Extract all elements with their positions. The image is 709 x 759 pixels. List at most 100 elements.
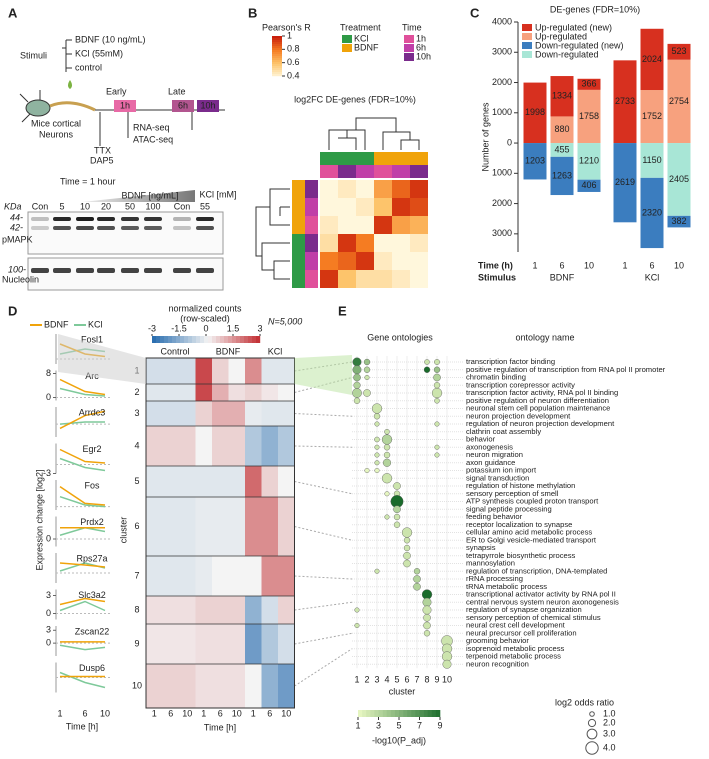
colorbar-step bbox=[240, 336, 245, 343]
colorbar-step bbox=[419, 710, 424, 717]
x-tick-label: 6 bbox=[649, 260, 654, 270]
heat-cell bbox=[261, 426, 279, 466]
bar-segment bbox=[550, 156, 574, 196]
heat-cell bbox=[179, 358, 196, 384]
colorbar-label: 1.5 bbox=[227, 323, 240, 333]
term-name: receptor localization to synapse bbox=[466, 520, 572, 529]
legend-title: Pearson's R bbox=[262, 22, 311, 32]
legend-label: 1h bbox=[416, 33, 426, 43]
colorbar-step bbox=[407, 710, 412, 717]
colorbar-step bbox=[272, 38, 282, 41]
term-name: feeding behavior bbox=[466, 512, 523, 521]
cluster-connector bbox=[294, 413, 353, 417]
x-tick-label: 6 bbox=[168, 708, 173, 718]
go-dot bbox=[383, 444, 391, 451]
colorbar-step bbox=[196, 336, 201, 343]
go-dot bbox=[434, 397, 440, 404]
annotation bbox=[292, 234, 305, 252]
go-dot bbox=[374, 444, 380, 450]
y-tick-label: 2000 bbox=[492, 77, 512, 87]
annotation bbox=[374, 152, 392, 165]
mini-line bbox=[59, 378, 106, 396]
kcl-header: KCl [mM] bbox=[200, 189, 237, 199]
heat-cell bbox=[179, 426, 196, 466]
go-dot bbox=[374, 421, 380, 427]
go-dot bbox=[413, 575, 421, 583]
heat-cell bbox=[356, 252, 374, 270]
colorbar-step bbox=[228, 336, 233, 343]
colorbar-step bbox=[374, 710, 379, 717]
scale-title: (row-scaled) bbox=[180, 313, 230, 323]
gene-name: Slc3a2 bbox=[78, 590, 106, 600]
treatment: BDNF (10 ng/mL) bbox=[75, 34, 146, 44]
heat-cell bbox=[338, 216, 356, 234]
heat-cell bbox=[374, 234, 392, 252]
value-label: 1203 bbox=[525, 156, 545, 166]
cluster-connector bbox=[294, 632, 353, 645]
value-label: 366 bbox=[581, 79, 596, 89]
annotation bbox=[410, 152, 428, 165]
colorbar-step bbox=[399, 710, 404, 717]
go-dot bbox=[403, 559, 411, 568]
kda-label: KDa bbox=[4, 201, 22, 211]
annotation bbox=[305, 180, 318, 198]
heat-cell bbox=[179, 401, 196, 426]
x-tick-label: 6 bbox=[82, 708, 87, 718]
legend-swatch bbox=[522, 42, 532, 49]
size-legend bbox=[586, 728, 598, 740]
blot bbox=[27, 190, 224, 291]
go-dot bbox=[353, 397, 361, 404]
y-tick-label: 1000 bbox=[492, 168, 512, 178]
go-dot bbox=[354, 623, 360, 629]
colorbar-step bbox=[244, 336, 249, 343]
annotation bbox=[292, 216, 305, 234]
panel-label: E bbox=[338, 303, 347, 318]
cells-label: Mice cortical bbox=[31, 118, 81, 128]
x-tick-label: 10 bbox=[281, 708, 291, 718]
swatch bbox=[342, 44, 352, 52]
heat-cell bbox=[356, 180, 374, 198]
y-axis-title: Expression change [log2] bbox=[34, 469, 44, 570]
bar-segment bbox=[523, 143, 547, 180]
go-dot bbox=[442, 659, 452, 669]
x-tick-label: 1 bbox=[251, 708, 256, 718]
cluster-label: 6 bbox=[134, 521, 139, 531]
x-tick-label: 1 bbox=[354, 674, 359, 684]
legend-swatch bbox=[522, 51, 532, 58]
term-name: terpenoid metabolic process bbox=[466, 652, 561, 661]
heat-cell bbox=[356, 198, 374, 216]
mini-line bbox=[59, 486, 106, 506]
y-tick-label: 4000 bbox=[492, 16, 512, 26]
heat-cell bbox=[162, 384, 180, 401]
heat-cell bbox=[146, 596, 163, 624]
term-name: ER to Golgi vesicle-mediated transport bbox=[466, 535, 597, 544]
heat-cell bbox=[212, 401, 229, 426]
annotation bbox=[292, 180, 305, 198]
colorbar-label: 0.8 bbox=[287, 44, 300, 54]
legend-title: Time bbox=[402, 22, 422, 32]
legend-swatch bbox=[522, 33, 532, 40]
go-dot bbox=[434, 421, 440, 427]
dendrogram bbox=[328, 117, 420, 150]
heat-cell bbox=[212, 426, 229, 466]
colorbar-step bbox=[272, 36, 282, 39]
y-tick-label: 0 bbox=[507, 137, 512, 147]
x-tick-label: 6 bbox=[218, 708, 223, 718]
gene-name: Fos bbox=[84, 480, 100, 490]
heat-cell bbox=[261, 664, 279, 708]
cluster-connector bbox=[294, 526, 353, 541]
colorbar-step bbox=[208, 336, 213, 343]
term-name: central nervous system neuron axonogenes… bbox=[466, 597, 619, 606]
bar-segment bbox=[577, 78, 601, 90]
mini-tick-label: 8 bbox=[46, 368, 51, 378]
heat-cell bbox=[278, 624, 295, 664]
heat-cell bbox=[320, 270, 338, 288]
value-label: 1210 bbox=[579, 156, 599, 166]
heat-cell bbox=[195, 664, 213, 708]
term-name: grooming behavior bbox=[466, 636, 529, 645]
heat-cell bbox=[356, 216, 374, 234]
colorbar-step bbox=[164, 336, 169, 343]
colorbar-step bbox=[212, 336, 217, 343]
heat-cell bbox=[261, 497, 279, 556]
